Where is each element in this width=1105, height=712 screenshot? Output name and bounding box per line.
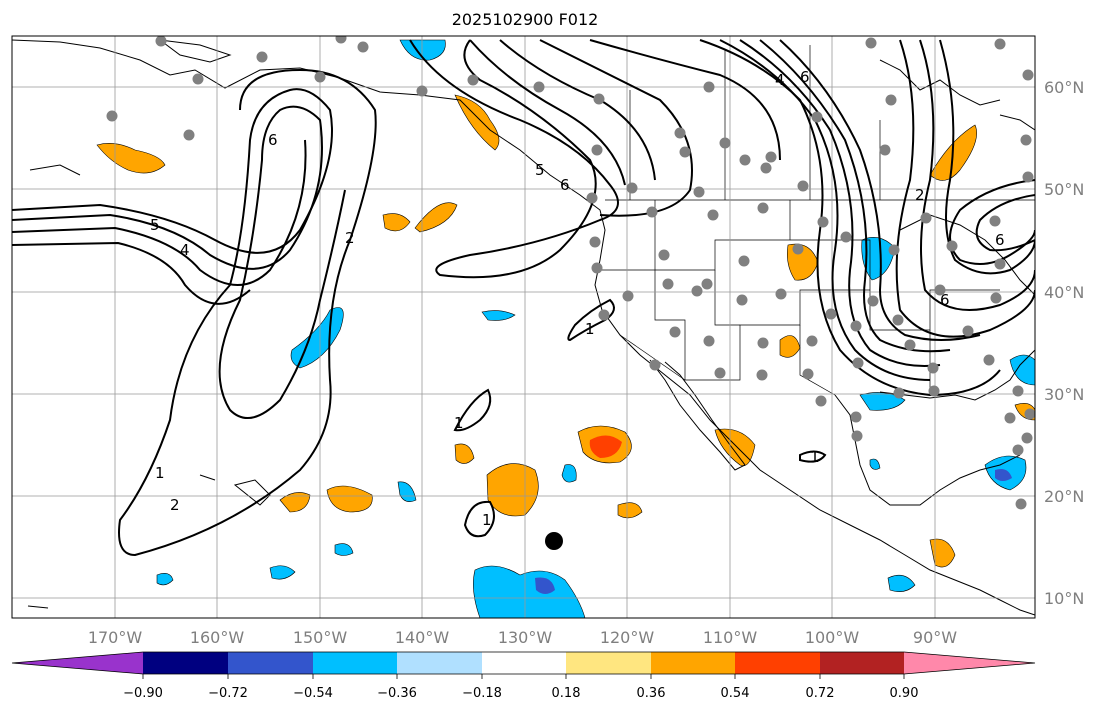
colorbar-segment	[482, 652, 566, 674]
contour-label: 1	[810, 448, 820, 466]
colorbar-segment	[735, 652, 820, 674]
lon-label: 170°W	[88, 628, 143, 647]
station-dots	[106, 36, 1035, 510]
contour-label: 6	[800, 68, 810, 86]
political-borders	[600, 45, 1035, 396]
lon-label: 120°W	[600, 628, 655, 647]
colorbar-segment	[228, 652, 313, 674]
lat-label: 50°N	[1044, 180, 1084, 199]
lat-label: 20°N	[1044, 487, 1084, 506]
contour-label: 1	[155, 464, 165, 482]
colorbar-tick: −0.54	[293, 686, 333, 701]
contour-lines	[12, 39, 1035, 557]
colorbar-tick: 0.72	[806, 686, 835, 701]
contour-label: 6	[995, 231, 1005, 249]
lon-label: 110°W	[703, 628, 758, 647]
colorbar-tick: 0.36	[637, 686, 666, 701]
lon-label: 130°W	[498, 628, 553, 647]
map-title: 2025102900 F012	[451, 10, 599, 29]
contour-label: 1	[482, 511, 492, 529]
storm-center-marker	[545, 532, 563, 550]
lat-label: 10°N	[1044, 589, 1084, 608]
lon-label: 100°W	[805, 628, 860, 647]
lon-label: 140°W	[395, 628, 450, 647]
colorbar-segment	[566, 652, 651, 674]
contour-label: 2	[345, 229, 355, 247]
lon-label: 160°W	[190, 628, 245, 647]
colorbar-extend-high	[904, 652, 1035, 674]
contour-label: 1	[585, 320, 595, 338]
map-background	[12, 36, 1035, 618]
colorbar-segment	[313, 652, 397, 674]
colorbar-tick: −0.18	[462, 686, 502, 701]
colorbar-segment	[143, 652, 228, 674]
contour-label: 5	[535, 161, 545, 179]
colorbar-tick: 0.54	[721, 686, 750, 701]
contour-label: 2	[170, 496, 180, 514]
colorbar-extend-low	[12, 652, 143, 674]
lat-label: 60°N	[1044, 78, 1084, 97]
contour-label: 6	[560, 176, 570, 194]
lat-label: 40°N	[1044, 283, 1084, 302]
longitude-labels: 170°W 160°W 150°W 140°W 130°W 120°W 110°…	[88, 628, 957, 647]
colorbar-segment	[651, 652, 735, 674]
lat-label: 30°N	[1044, 385, 1084, 404]
contour-label: 4	[775, 71, 785, 89]
colorbar-tick: 0.90	[890, 686, 919, 701]
contour-label: 5	[150, 216, 160, 234]
colorbar-tick: 0.18	[552, 686, 581, 701]
colorbar-tick: −0.36	[377, 686, 417, 701]
map-frame	[11, 35, 1036, 619]
contour-label: 6	[940, 291, 950, 309]
contour-label: 4	[180, 241, 190, 259]
latitude-labels: 60°N 50°N 40°N 30°N 20°N 10°N	[1044, 78, 1084, 608]
colorbar-tick: −0.72	[208, 686, 248, 701]
colorbar-segment	[820, 652, 904, 674]
contour-label: 2	[915, 186, 925, 204]
colorbar: −0.90 −0.72 −0.54 −0.36 −0.18 0.18 0.36 …	[11, 651, 1036, 701]
contour-label: 6	[268, 131, 278, 149]
contour-labels: 1 1 1 1 2 2 4 4 5 5 6 6 6 6 6 2 1	[150, 68, 1005, 529]
lon-label: 150°W	[293, 628, 348, 647]
lon-label: 90°W	[913, 628, 957, 647]
contour-label: 1	[454, 414, 464, 432]
colorbar-tick: −0.90	[123, 686, 163, 701]
colorbar-segment	[397, 652, 482, 674]
